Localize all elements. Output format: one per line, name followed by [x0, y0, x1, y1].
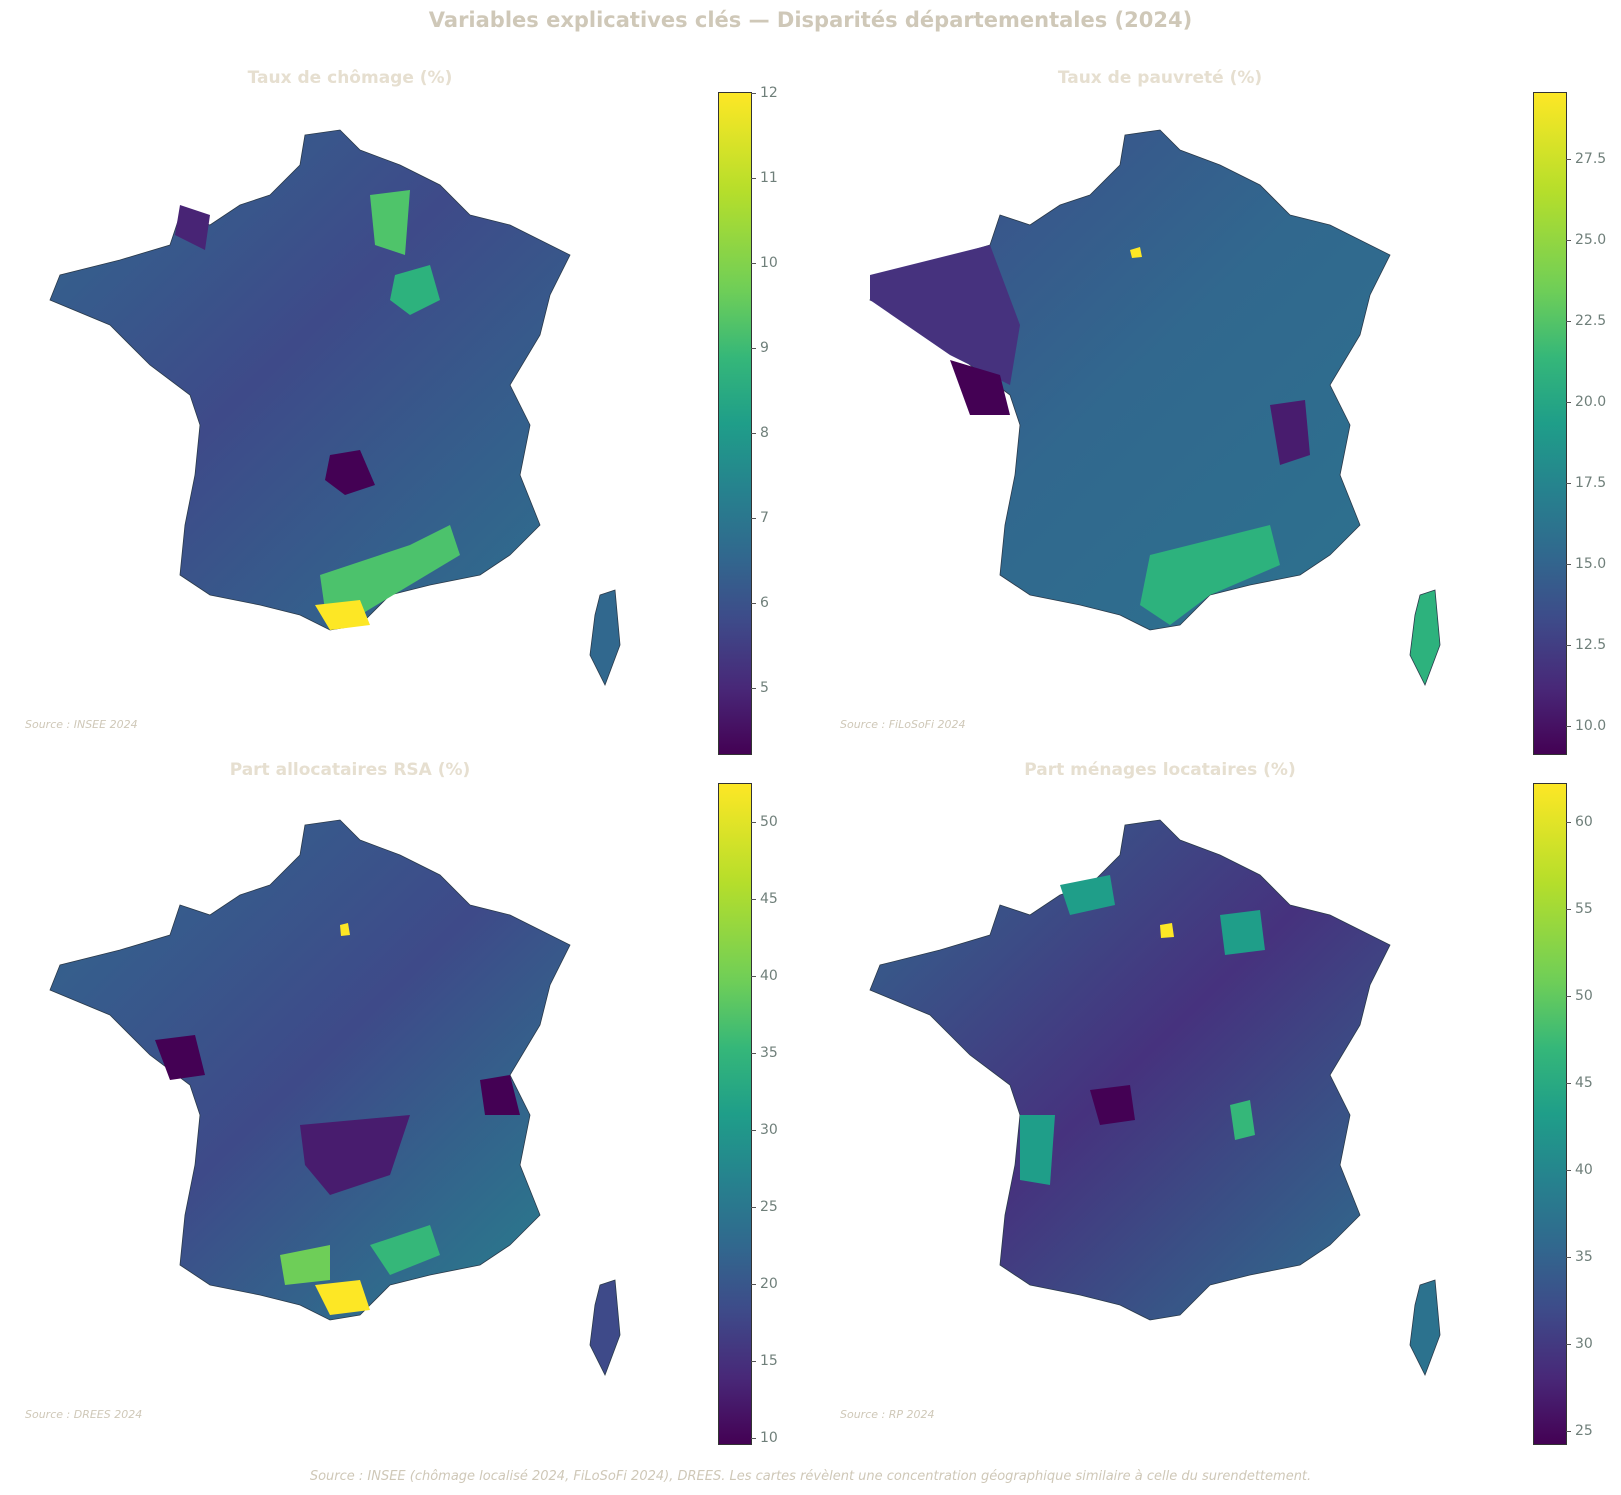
region-languedoc [320, 525, 460, 615]
region-bretagne [175, 205, 210, 250]
panel-title-locataires: Part ménages locataires (%) [1024, 760, 1296, 780]
source-pauvrete: Source : FiLoSoFi 2024 [840, 718, 966, 731]
map-locataires [869, 819, 1441, 1376]
region-normandie [1060, 875, 1115, 915]
colorbar-tick: 40 [751, 968, 778, 984]
colorbar-tick: 15 [751, 1353, 778, 1369]
colorbar-tick: 10 [751, 1430, 778, 1446]
colorbar-tick: 12 [751, 85, 778, 101]
colorbar-tick: 55 [1566, 901, 1593, 917]
region-aude [280, 1245, 330, 1285]
colorbar-tick: 11 [751, 170, 778, 186]
colorbar-tick: 22.5 [1565, 313, 1607, 329]
colorbar-tick: 45 [1566, 1075, 1593, 1091]
colorbar-tick: 40 [1566, 1162, 1593, 1178]
region-cantal [325, 450, 375, 495]
map-chomage [49, 129, 621, 686]
panel-title-rsa: Part allocataires RSA (%) [229, 760, 471, 780]
colorbar-tick: 30 [1566, 1336, 1593, 1352]
region-alps-low [1270, 400, 1310, 465]
colorbar-tick: 50 [1566, 988, 1593, 1004]
map-pauvrete [869, 129, 1441, 686]
corse [1409, 589, 1441, 686]
region-pyrenees-orientales [315, 1280, 370, 1315]
source-rsa: Source : DREES 2024 [25, 1408, 143, 1421]
source-chomage: Source : INSEE 2024 [25, 718, 138, 731]
colorbar-tick: 9 [751, 340, 769, 356]
colorbar-tick: 25 [751, 1199, 778, 1215]
colorbar-tick: 10 [751, 255, 778, 271]
colorbar-locataires [1533, 783, 1567, 1445]
france-outline [49, 819, 571, 1321]
region-pyrenees-orientales [315, 600, 370, 630]
colorbar-tick: 35 [751, 1045, 778, 1061]
colorbar-tick: 35 [1566, 1249, 1593, 1265]
colorbar-tick: 60 [1566, 814, 1593, 830]
colorbar-tick: 8 [751, 425, 769, 441]
region-vendee [950, 360, 1010, 415]
region-alps-low [480, 1075, 520, 1115]
colorbar-tick: 30 [751, 1122, 778, 1138]
panel-title-pauvrete: Taux de pauvreté (%) [1057, 68, 1263, 88]
colorbar-tick: 27.5 [1565, 151, 1607, 167]
region-vendee [155, 1035, 205, 1080]
region-paris [1160, 923, 1174, 938]
source-locataires: Source : RP 2024 [840, 1408, 935, 1421]
region-gironde [1020, 1115, 1055, 1185]
france-outline [869, 819, 1391, 1321]
colorbar-pauvrete [1533, 92, 1567, 755]
colorbar-tick: 10.0 [1565, 718, 1607, 734]
corse [589, 1279, 621, 1376]
colorbar-chomage [718, 92, 752, 755]
figure-title: Variables explicatives clés — Disparités… [428, 8, 1193, 32]
region-high-nord [370, 190, 410, 255]
france-outline [869, 129, 1391, 631]
colorbar-tick: 50 [751, 814, 778, 830]
region-paris [1130, 247, 1142, 258]
colorbar-tick: 12.5 [1565, 637, 1607, 653]
region-creuse [1090, 1085, 1135, 1125]
colorbar-rsa [718, 783, 752, 1445]
region-languedoc [370, 1225, 440, 1275]
colorbar-tick: 6 [751, 595, 769, 611]
region-rhone [1230, 1100, 1255, 1140]
figure-footer: Source : INSEE (chômage localisé 2024, F… [309, 1469, 1312, 1484]
colorbar-tick: 7 [751, 510, 769, 526]
colorbar-tick: 45 [751, 891, 778, 907]
panel-title-chomage: Taux de chômage (%) [247, 68, 453, 88]
region-marne [1220, 910, 1265, 955]
region-center-low [300, 1115, 410, 1195]
region-south-high [1140, 525, 1280, 625]
region-paris [340, 923, 350, 936]
corse [589, 589, 621, 686]
colorbar-tick: 17.5 [1565, 475, 1607, 491]
france-outline [49, 129, 571, 631]
colorbar-tick: 20.0 [1565, 394, 1607, 410]
colorbar-tick: 5 [751, 680, 769, 696]
colorbar-tick: 15.0 [1565, 556, 1607, 572]
map-rsa [49, 819, 621, 1376]
colorbar-tick: 25.0 [1565, 232, 1607, 248]
colorbar-tick: 20 [751, 1276, 778, 1292]
colorbar-tick: 25 [1566, 1423, 1593, 1439]
region-champagne [390, 265, 440, 315]
corse [1409, 1279, 1441, 1376]
region-west-low [870, 245, 1020, 385]
